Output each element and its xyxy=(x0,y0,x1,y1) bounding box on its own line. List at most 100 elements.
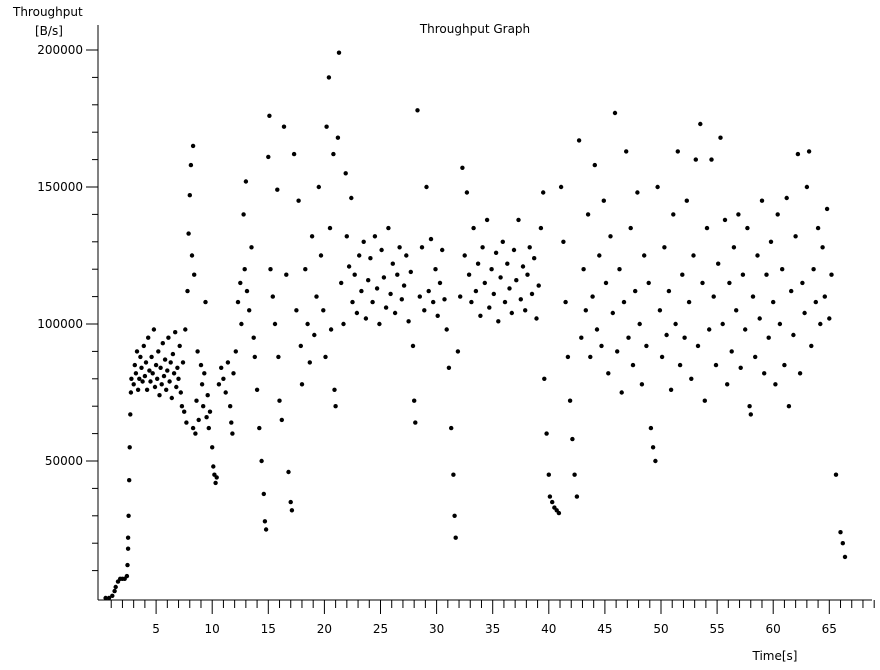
data-point xyxy=(270,294,275,299)
data-point xyxy=(125,535,131,540)
data-point xyxy=(164,387,169,392)
data-point xyxy=(529,291,535,297)
data-point xyxy=(546,472,551,477)
data-point xyxy=(626,335,631,340)
y-tick-label: 200000 xyxy=(37,43,83,57)
data-point xyxy=(567,398,573,403)
data-point xyxy=(377,321,382,327)
data-point xyxy=(698,121,703,127)
data-point xyxy=(289,508,295,513)
data-point xyxy=(525,272,530,277)
data-point xyxy=(775,212,780,217)
data-point xyxy=(167,379,172,384)
data-point xyxy=(419,245,425,250)
data-point xyxy=(621,299,627,305)
data-point xyxy=(132,362,137,368)
data-point xyxy=(149,354,154,360)
data-point xyxy=(113,584,118,590)
data-point xyxy=(804,184,810,190)
y-tick-label: 50000 xyxy=(45,454,83,468)
x-tick-label: 20 xyxy=(317,622,332,636)
data-point xyxy=(646,280,651,286)
data-point xyxy=(743,327,748,332)
data-point xyxy=(349,195,354,201)
data-point xyxy=(162,357,168,362)
x-axis-label: Time[s] xyxy=(752,649,798,663)
data-point xyxy=(464,190,470,195)
data-point xyxy=(704,225,710,231)
data-point xyxy=(211,464,216,469)
data-point xyxy=(518,297,523,302)
data-point xyxy=(277,398,282,403)
data-point xyxy=(827,316,832,321)
data-point xyxy=(628,225,633,231)
data-point xyxy=(538,225,544,231)
data-point xyxy=(243,179,249,184)
data-point xyxy=(789,288,794,294)
data-point xyxy=(514,278,519,283)
data-point xyxy=(460,165,465,170)
data-point xyxy=(633,288,638,294)
data-point xyxy=(180,360,186,365)
data-point xyxy=(753,354,758,360)
data-point xyxy=(288,499,293,505)
data-point xyxy=(673,321,678,327)
data-point xyxy=(487,305,492,310)
y-tick-label: 100000 xyxy=(37,317,83,331)
data-point xyxy=(323,354,328,360)
data-point xyxy=(247,308,252,313)
data-point xyxy=(188,162,194,168)
data-point xyxy=(261,491,266,497)
data-point xyxy=(424,184,429,190)
data-point xyxy=(612,110,618,116)
data-point xyxy=(305,321,310,327)
data-point xyxy=(359,288,364,294)
data-point xyxy=(229,420,234,425)
data-point xyxy=(303,267,308,272)
data-point xyxy=(766,335,771,340)
data-point xyxy=(202,371,207,376)
data-point xyxy=(606,371,611,376)
data-point xyxy=(648,425,654,431)
data-point xyxy=(125,562,130,568)
data-point xyxy=(361,239,366,244)
data-point xyxy=(214,475,219,480)
data-point xyxy=(695,343,701,349)
data-point xyxy=(178,390,183,395)
data-point xyxy=(452,513,457,518)
data-point xyxy=(201,404,206,409)
data-point xyxy=(475,261,481,266)
data-point xyxy=(666,288,672,294)
data-point xyxy=(707,327,712,332)
data-point xyxy=(689,376,694,381)
data-point xyxy=(722,217,728,223)
data-point xyxy=(433,267,438,272)
data-point xyxy=(471,225,476,231)
data-point xyxy=(339,280,344,286)
data-point xyxy=(386,225,391,231)
data-point xyxy=(128,412,133,417)
data-point xyxy=(639,382,645,387)
data-point xyxy=(451,472,456,477)
data-point xyxy=(291,151,297,157)
data-point xyxy=(106,595,112,601)
data-point xyxy=(343,171,348,176)
data-point xyxy=(597,253,602,258)
data-point xyxy=(619,390,624,395)
data-point xyxy=(740,272,746,277)
data-point xyxy=(379,247,384,253)
data-point xyxy=(196,417,201,423)
data-point xyxy=(563,299,568,305)
data-point xyxy=(268,267,273,272)
data-point xyxy=(599,343,604,349)
data-point xyxy=(820,245,825,250)
data-point xyxy=(630,362,636,368)
data-point xyxy=(142,373,148,379)
data-point xyxy=(370,299,375,305)
data-point xyxy=(312,332,317,338)
data-point xyxy=(738,365,743,370)
data-point xyxy=(811,267,816,272)
x-tick-label: 55 xyxy=(709,622,724,636)
data-point xyxy=(762,371,767,376)
data-point xyxy=(642,253,647,258)
